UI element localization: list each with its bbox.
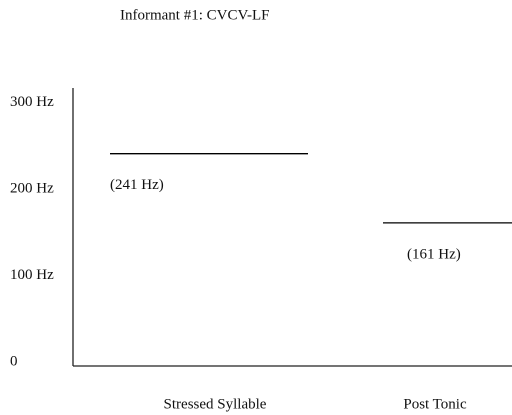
y-tick-label: 200 Hz — [10, 181, 54, 197]
y-tick-label: 100 Hz — [10, 267, 54, 283]
value-label: (161 Hz) — [407, 246, 461, 262]
value-label: (241 Hz) — [110, 177, 164, 193]
y-tick-label: 300 Hz — [10, 94, 54, 110]
chart-title: Informant #1: CVCV-LF — [120, 7, 269, 23]
y-tick-label: 0 — [10, 353, 18, 369]
x-tick-label: Stressed Syllable — [164, 396, 267, 412]
x-tick-label: Post Tonic — [403, 396, 467, 412]
